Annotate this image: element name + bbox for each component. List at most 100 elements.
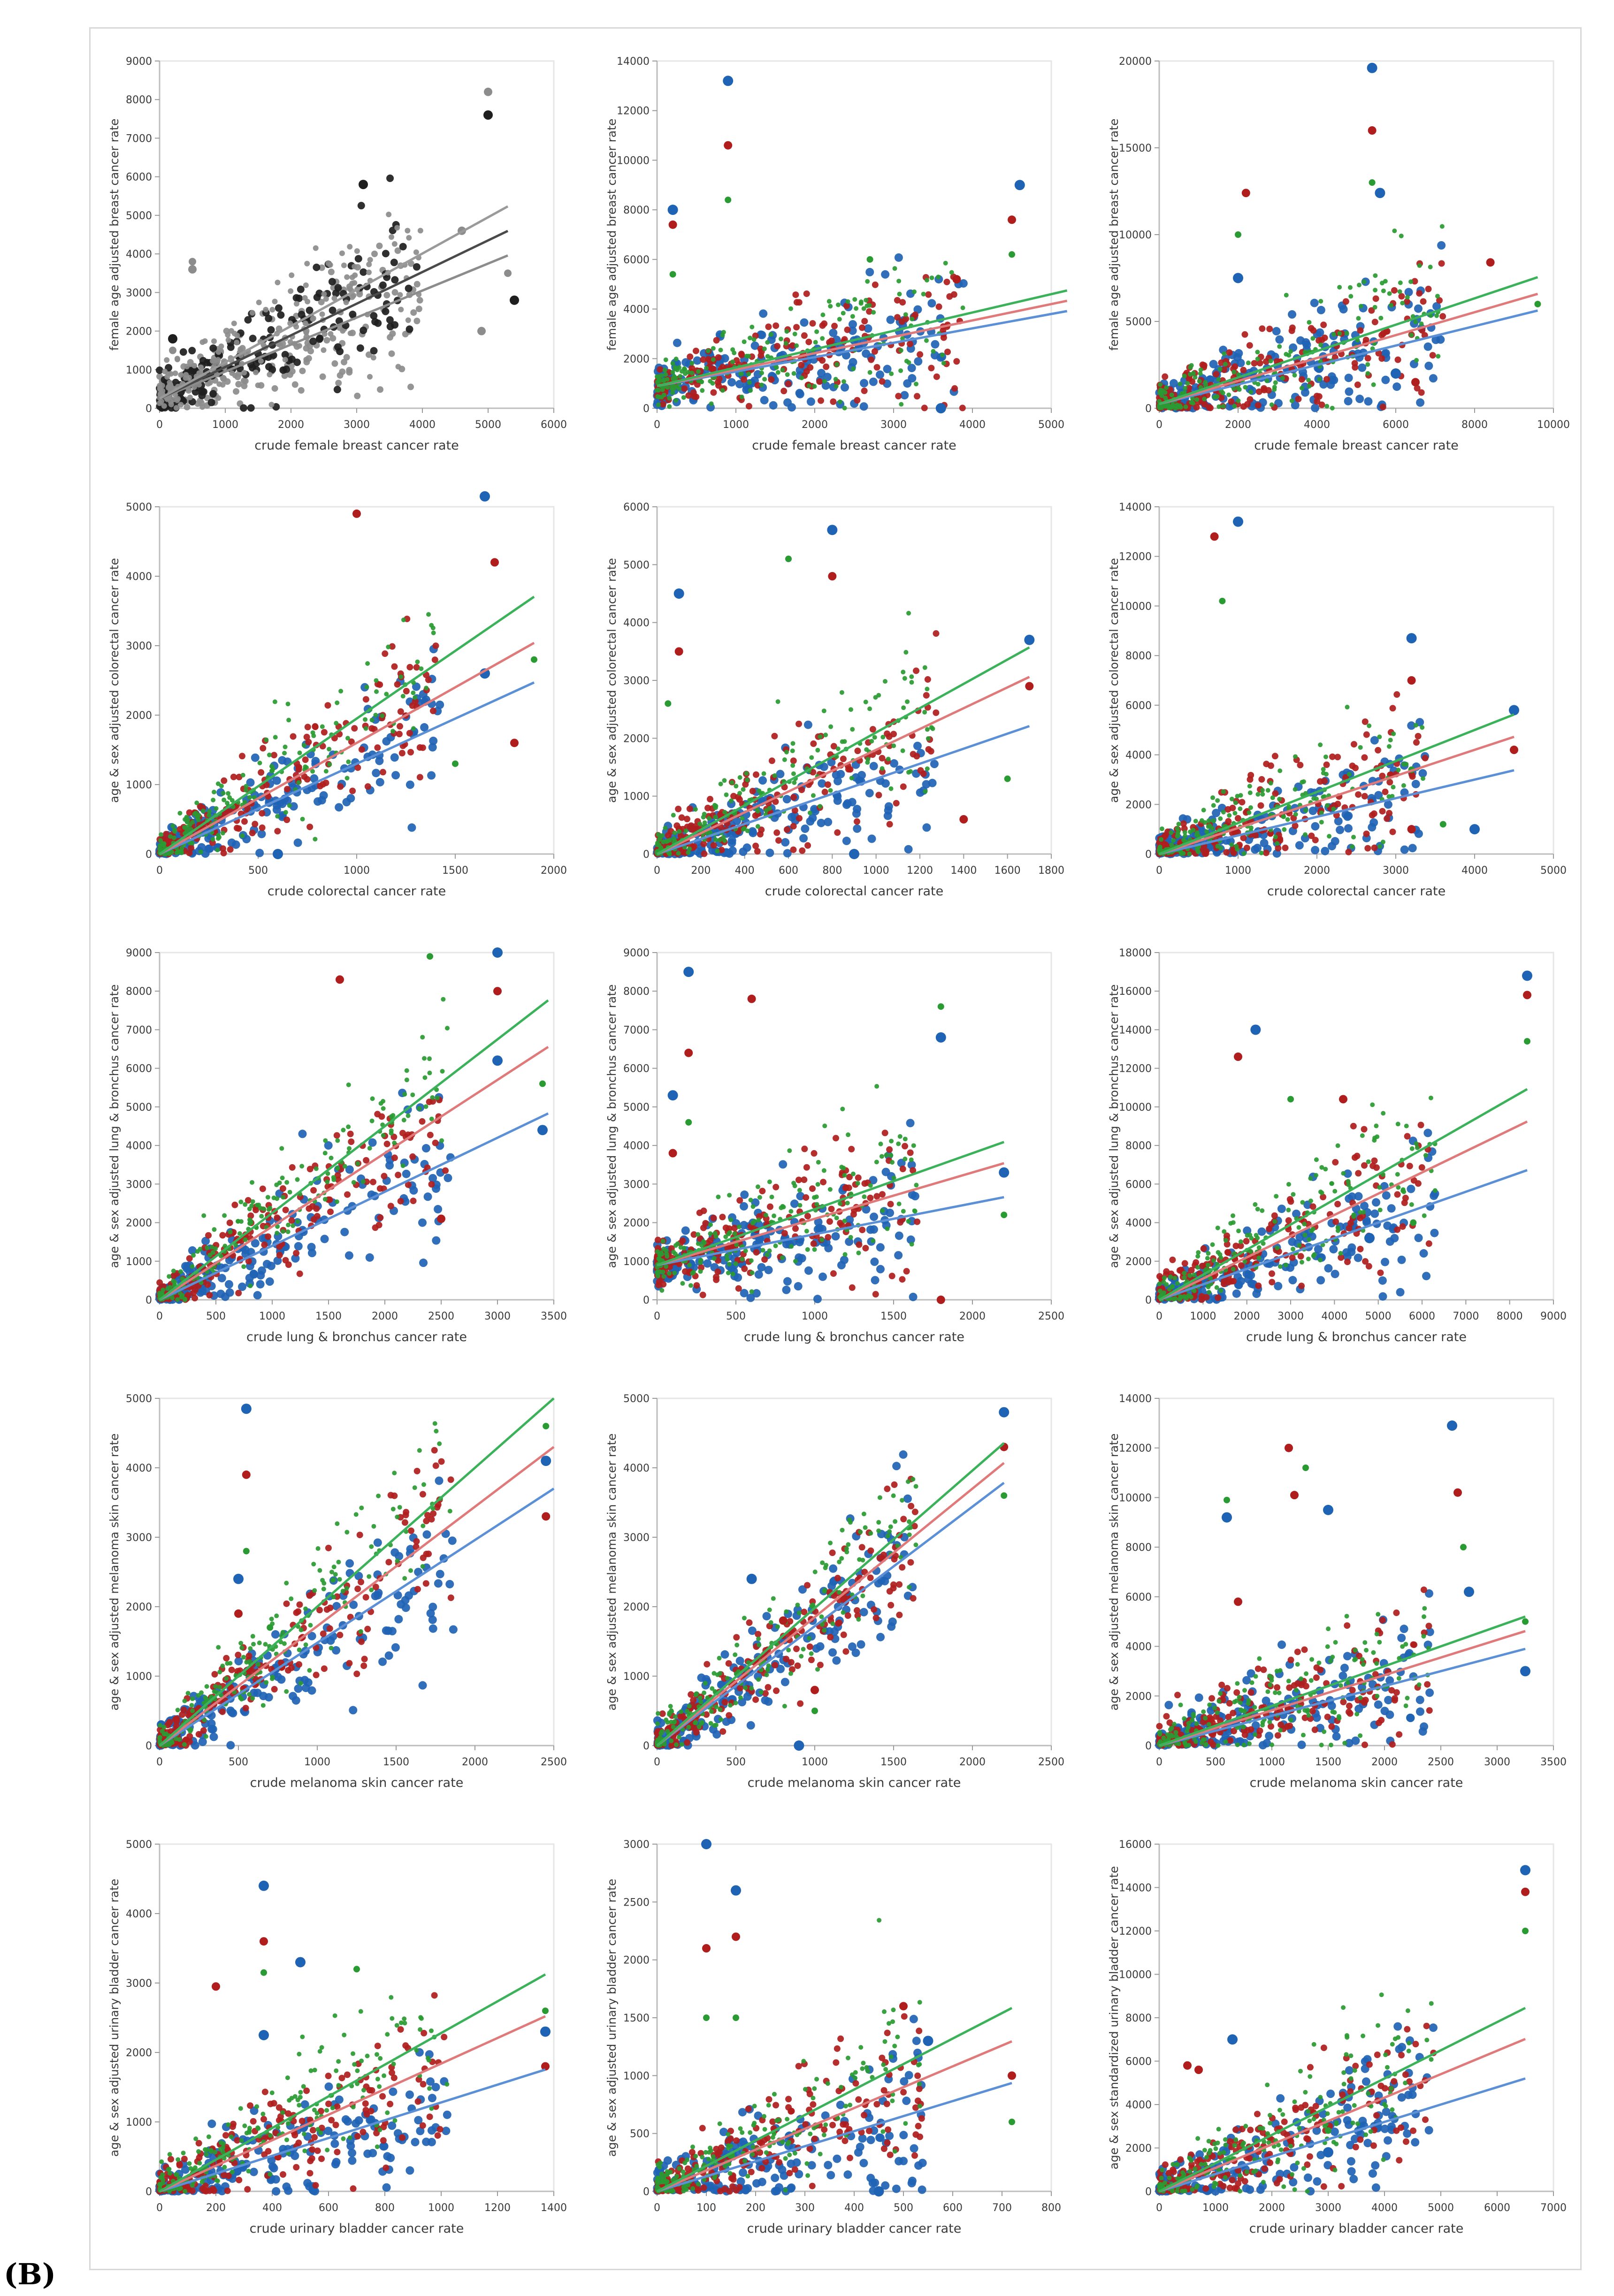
data-point: [257, 830, 266, 839]
data-point: [848, 707, 853, 712]
data-point: [168, 399, 174, 405]
data-point: [383, 1140, 390, 1147]
data-point: [768, 332, 773, 337]
data-point: [1323, 754, 1328, 759]
data-point: [818, 804, 823, 809]
outlier-point: [959, 815, 968, 824]
data-point: [421, 1144, 430, 1153]
data-point: [284, 1180, 290, 1185]
data-point: [1354, 381, 1361, 389]
data-point: [829, 328, 838, 337]
data-point: [1386, 744, 1392, 749]
data-point: [860, 379, 869, 388]
data-point: [218, 343, 224, 350]
data-point: [313, 837, 318, 842]
outlier-point: [1411, 378, 1420, 387]
data-point: [364, 685, 369, 690]
data-point: [1171, 838, 1176, 843]
data-point: [923, 692, 930, 699]
data-point: [810, 740, 817, 747]
data-point: [691, 393, 698, 400]
data-point: [354, 255, 362, 263]
data-point: [267, 326, 275, 334]
data-point: [188, 347, 196, 355]
data-point: [757, 330, 766, 339]
data-point: [1422, 755, 1429, 762]
data-point: [774, 365, 779, 370]
data-point: [303, 733, 310, 740]
data-point: [779, 1160, 788, 1169]
data-point: [880, 1208, 885, 1213]
x-tick-label: 2000: [1304, 865, 1330, 877]
data-point: [693, 356, 702, 365]
data-point: [757, 788, 762, 793]
data-point: [896, 278, 902, 283]
data-point: [420, 1035, 425, 1040]
data-point: [1307, 383, 1312, 389]
data-point: [825, 1234, 832, 1241]
y-tick-label: 5000: [623, 559, 650, 571]
data-point: [773, 1243, 778, 1248]
data-point: [172, 370, 178, 376]
y-tick-label: 14000: [617, 56, 650, 68]
data-point: [241, 1264, 246, 1269]
outlier-point: [531, 656, 537, 663]
data-point: [284, 786, 291, 793]
data-point: [405, 1113, 411, 1118]
data-point: [293, 324, 299, 330]
data-point: [313, 263, 321, 271]
data-point: [796, 720, 803, 727]
data-point: [671, 813, 676, 818]
data-point: [1372, 295, 1379, 302]
data-point: [809, 755, 814, 760]
data-point: [360, 1179, 366, 1184]
data-point: [1227, 813, 1232, 818]
data-point: [706, 816, 711, 821]
data-point: [1317, 377, 1322, 382]
data-point: [365, 1253, 374, 1262]
data-point: [306, 1166, 314, 1173]
data-point: [689, 370, 695, 375]
data-point: [657, 837, 662, 842]
data-point: [1405, 295, 1410, 300]
data-point: [175, 1297, 180, 1302]
data-point: [1247, 790, 1253, 795]
data-point: [440, 1068, 445, 1074]
data-point: [273, 735, 278, 740]
data-point: [751, 337, 757, 342]
data-point: [1389, 705, 1396, 712]
data-point: [1272, 327, 1281, 336]
data-point: [782, 757, 787, 762]
data-point: [1158, 382, 1163, 387]
data-point: [250, 1180, 255, 1185]
outlier-point: [952, 275, 961, 284]
data-point: [341, 262, 347, 268]
data-point: [299, 1164, 305, 1169]
x-tick-label: 1000: [723, 419, 749, 431]
data-point: [255, 382, 261, 389]
data-point: [1318, 742, 1323, 748]
data-point: [320, 1235, 329, 1243]
data-point: [251, 753, 260, 762]
data-point: [1379, 772, 1386, 779]
data-point: [1377, 844, 1383, 849]
data-point: [432, 642, 439, 649]
data-point: [787, 1148, 792, 1153]
data-point: [199, 357, 207, 365]
data-point: [927, 299, 936, 308]
data-point: [894, 253, 903, 262]
y-tick-label: 1000: [126, 779, 152, 791]
data-point: [741, 1265, 748, 1272]
outlier-point: [668, 1149, 677, 1158]
data-point: [349, 274, 355, 280]
data-point: [1222, 351, 1227, 356]
data-point: [224, 1280, 233, 1289]
data-point: [194, 400, 201, 407]
outlier-point: [935, 403, 946, 413]
data-point: [750, 1204, 756, 1209]
y-tick-label: 20000: [1119, 56, 1152, 68]
data-point: [750, 1270, 755, 1275]
data-point: [256, 1271, 265, 1280]
data-point: [386, 644, 391, 649]
data-point: [744, 771, 749, 776]
